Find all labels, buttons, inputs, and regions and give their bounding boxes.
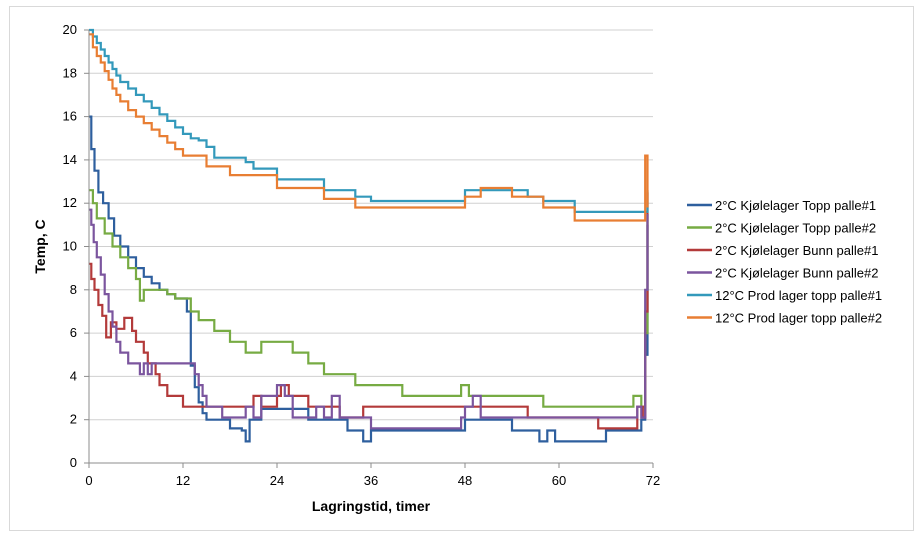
legend-label: 12°C Prod lager topp palle#1 [715, 288, 882, 303]
y-axis-title: Temp, C [32, 219, 48, 273]
x-tick-label: 12 [176, 473, 190, 488]
x-tick-label: 72 [646, 473, 660, 488]
y-tick-label: 6 [70, 325, 77, 340]
x-tick-label: 36 [364, 473, 378, 488]
axes [84, 29, 654, 468]
y-tick-label: 14 [63, 152, 77, 167]
y-tick-label: 4 [70, 368, 77, 383]
series-line-3 [89, 192, 649, 430]
y-tick-label: 16 [63, 109, 77, 124]
x-tick-label: 24 [270, 473, 284, 488]
gridlines [89, 29, 653, 421]
legend-label: 2°C Kjølelager Bunn palle#2 [715, 266, 878, 281]
y-tick-label: 10 [63, 239, 77, 254]
x-tick-labels: 0 12 24 36 48 60 72 [85, 473, 660, 488]
legend-label: 2°C Kjølelager Topp palle#2 [715, 221, 876, 236]
x-tick-label: 60 [552, 473, 566, 488]
legend-label: 2°C Kjølelager Bunn palle#1 [715, 243, 878, 258]
legend: 2°C Kjølelager Topp palle#1 2°C Kjølelage… [687, 198, 882, 326]
legend-label: 12°C Prod lager topp palle#2 [715, 311, 882, 326]
y-tick-label: 0 [70, 455, 77, 470]
series-line-4 [89, 208, 649, 430]
series-line-2 [89, 189, 649, 408]
legend-label: 2°C Kjølelager Topp palle#1 [715, 198, 876, 213]
chart-frame [9, 6, 914, 531]
y-tick-label: 12 [63, 195, 77, 210]
y-tick-label: 8 [70, 282, 77, 297]
series-line-5 [89, 28, 649, 213]
series-lines [89, 28, 649, 443]
series-line-6 [89, 33, 649, 222]
x-axis-title: Lagringstid, timer [312, 498, 431, 514]
x-tick-label: 0 [85, 473, 92, 488]
x-tick-label: 48 [458, 473, 472, 488]
y-tick-label: 18 [63, 65, 77, 80]
y-tick-label: 20 [63, 22, 77, 37]
series-line-1 [89, 115, 649, 443]
y-tick-labels: 0 2 4 6 8 10 12 14 16 18 20 [63, 22, 77, 470]
y-tick-label: 2 [70, 412, 77, 427]
